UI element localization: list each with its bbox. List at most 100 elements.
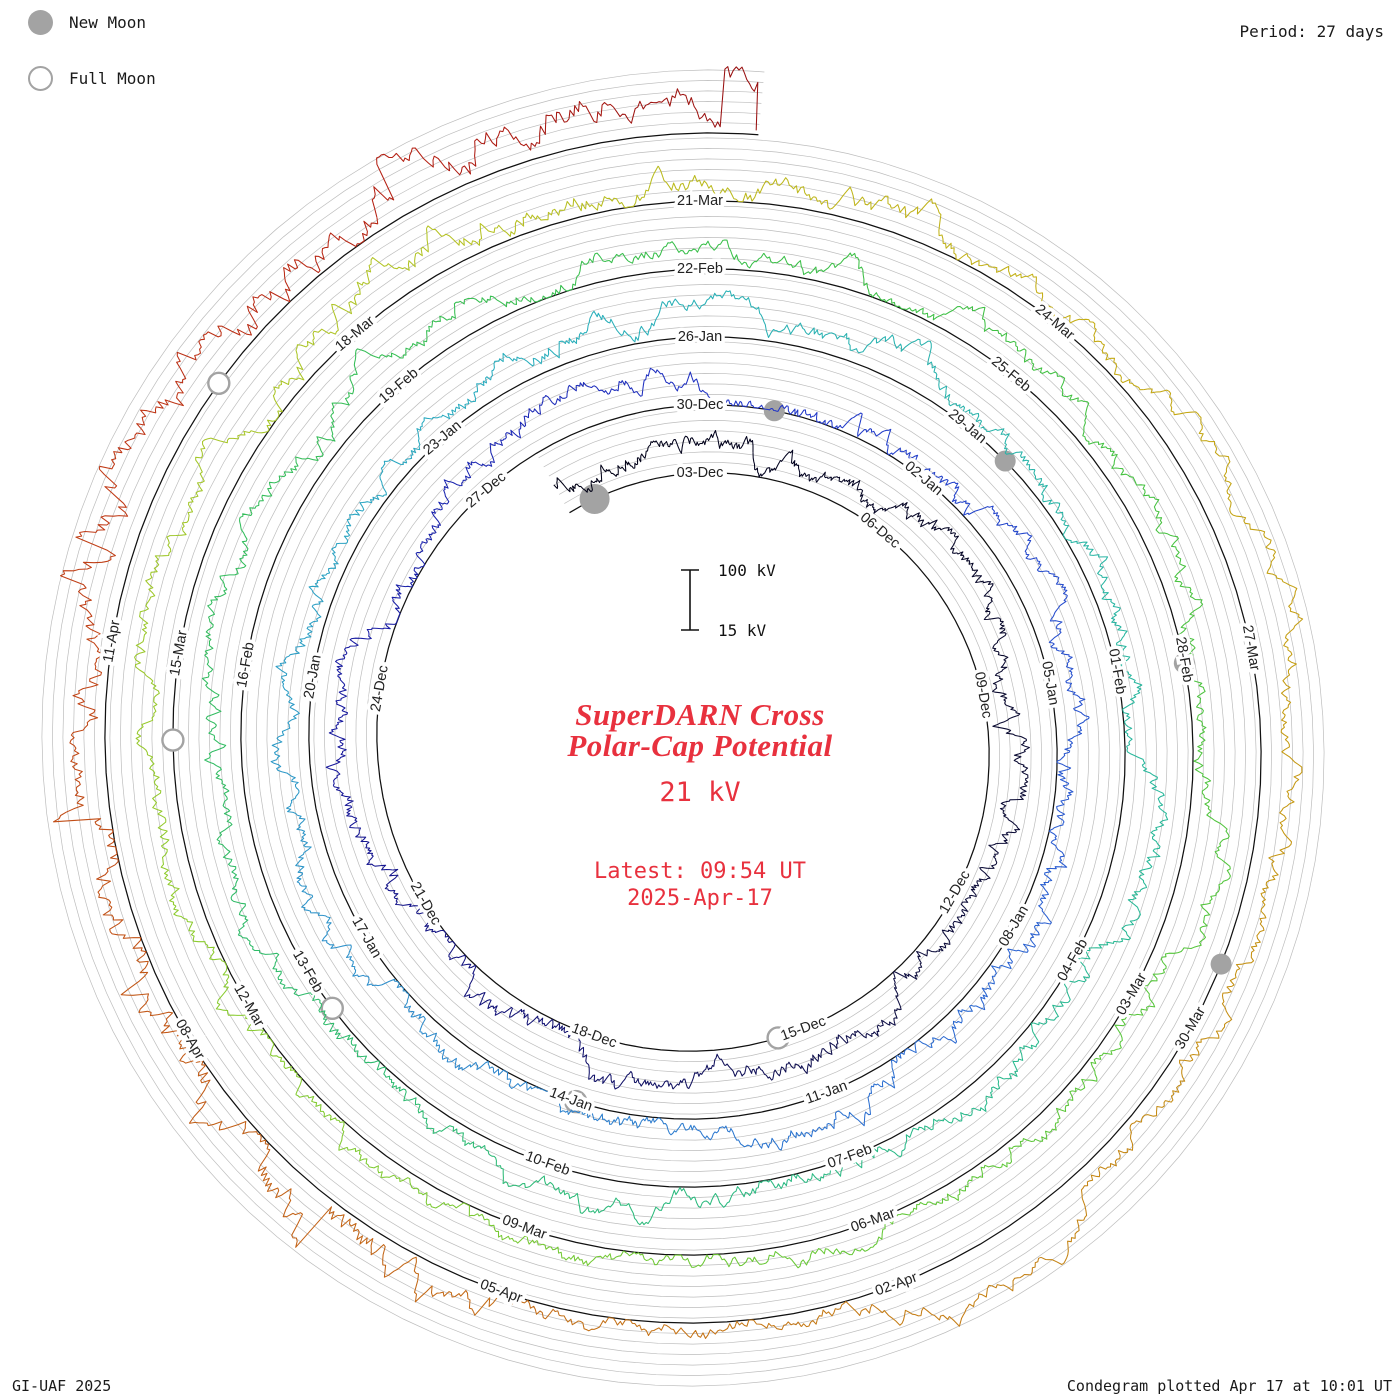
cpcp-trace-segment [701, 66, 759, 131]
ring-date-label: 01-Feb [1105, 647, 1129, 695]
cpcp-trace-segment [1038, 868, 1053, 925]
cpcp-trace-segment [493, 347, 552, 369]
new-moon-marker [1210, 953, 1232, 975]
cpcp-trace-segment [437, 1048, 494, 1071]
cpcp-trace-segment [739, 400, 789, 412]
scale-bar [681, 569, 699, 631]
cpcp-trace-segment [721, 1179, 784, 1208]
cpcp-trace-segment [633, 440, 672, 469]
full-moon-marker [766, 1026, 790, 1050]
ring-date-label: 30-Dec [677, 397, 724, 413]
cpcp-trace-segment [260, 1029, 302, 1095]
cpcp-trace-segment [748, 1130, 806, 1151]
cpcp-trace-segment [1155, 510, 1187, 579]
cpcp-trace-segment [246, 259, 308, 330]
cpcp-trace-segment [987, 831, 1017, 869]
cpcp-trace-segment [204, 724, 230, 792]
cpcp-trace-segment [502, 404, 542, 441]
cpcp-trace-segment [215, 965, 261, 1032]
cpcp-trace-segment [892, 1193, 961, 1221]
ring-date-label: 12-Dec [936, 868, 973, 916]
cpcp-trace-segment [988, 428, 1036, 471]
grid-spiral [73, 101, 1293, 1355]
cpcp-trace-segment [541, 381, 591, 406]
cpcp-trace-segment [602, 301, 663, 343]
cpcp-trace-segment [312, 281, 368, 341]
cpcp-trace-segment [954, 499, 1008, 526]
ring-date-label: 27-Mar [1239, 624, 1263, 672]
cpcp-trace-segment [969, 1256, 1042, 1308]
ring-date-label: 11-Apr [100, 619, 123, 664]
cpcp-trace-segment [1111, 453, 1160, 512]
cpcp-trace-segment [477, 1144, 531, 1189]
ring-date-label: 08-Jan [996, 903, 1032, 949]
cpcp-trace-segment [1174, 577, 1204, 647]
cpcp-trace-segment [447, 940, 477, 980]
ring-date-label: 24-Dec [368, 664, 392, 713]
ring-date-label: 15-Mar [167, 629, 191, 677]
cpcp-trace-segment [1065, 666, 1090, 718]
cpcp-trace-segment [1093, 327, 1144, 391]
cpcp-trace-segment [657, 165, 737, 200]
cpcp-trace-segment [905, 512, 953, 534]
cpcp-trace-segment [219, 519, 249, 590]
cpcp-trace-segment [827, 1220, 894, 1256]
cpcp-trace-segment [693, 1125, 750, 1148]
cpcp-trace-segment [1078, 934, 1131, 983]
cpcp-trace-segment [590, 1197, 658, 1226]
cpcp-trace-segment [463, 979, 505, 1016]
cpcp-trace-segment [530, 100, 614, 147]
cpcp-trace-segment [404, 1005, 440, 1052]
cpcp-trace-segment [1036, 564, 1068, 617]
cpcp-trace-segment [290, 413, 336, 471]
cpcp-trace-segment [791, 460, 832, 483]
cpcp-trace-segment [983, 614, 1007, 657]
ring-date-label: 07-Feb [826, 1141, 875, 1172]
cpcp-trace-segment [1056, 768, 1074, 821]
cpcp-trace-segment [149, 756, 168, 832]
cpcp-trace-segment [1033, 469, 1066, 522]
cpcp-trace-segment [366, 228, 429, 285]
cpcp-trace-segment [813, 186, 892, 211]
cpcp-trace-segment [1226, 914, 1267, 988]
cpcp-trace-segment [391, 563, 426, 600]
cpcp-trace-segment [657, 1186, 722, 1211]
cpcp-trace-segment [901, 1117, 956, 1152]
cpcp-trace-segment [914, 942, 947, 977]
cpcp-trace-segment [958, 1146, 1014, 1195]
cpcp-trace-segment [135, 680, 160, 758]
cpcp-trace-segment [410, 1184, 478, 1217]
cpcp-trace-segment [752, 449, 794, 478]
cpcp-trace-segment [550, 310, 604, 359]
cpcp-trace-segment [1056, 716, 1090, 770]
cpcp-trace-segment [763, 252, 833, 276]
cpcp-trace-segment [371, 320, 434, 359]
ring-date-label: 03-Dec [677, 465, 724, 481]
cpcp-trace-segment [201, 654, 222, 726]
ring-date-label: 09-Dec [971, 671, 995, 720]
cpcp-trace-segment [355, 831, 393, 871]
cpcp-trace-segment [963, 305, 1020, 352]
cpcp-trace-segment [735, 177, 814, 203]
cpcp-trace-segment [718, 1056, 767, 1077]
cpcp-trace [52, 66, 1304, 1339]
cpcp-trace-segment [841, 1146, 903, 1169]
cpcp-trace-segment [371, 147, 450, 218]
cpcp-trace-segment [237, 923, 283, 981]
cpcp-trace-segment [864, 498, 910, 515]
cpcp-trace-segment [892, 971, 918, 1022]
cpcp-trace-segment [612, 88, 703, 124]
cpcp-trace-segment [272, 340, 315, 413]
cpcp-trace-segment [1187, 645, 1206, 716]
cpcp-trace-segment [334, 637, 361, 686]
cpcp-trace-segment [1193, 715, 1212, 786]
cpcp-trace-segment [295, 814, 312, 874]
ring-date-label: 16-Feb [234, 641, 258, 689]
cpcp-trace-segment [134, 601, 154, 682]
cpcp-trace-segment [661, 292, 725, 312]
new-moon-marker [994, 450, 1016, 472]
cpcp-trace-segment [723, 290, 781, 339]
cpcp-trace-segment [69, 712, 99, 798]
cpcp-trace-segment [465, 439, 503, 479]
cpcp-trace-segment [503, 1006, 553, 1027]
